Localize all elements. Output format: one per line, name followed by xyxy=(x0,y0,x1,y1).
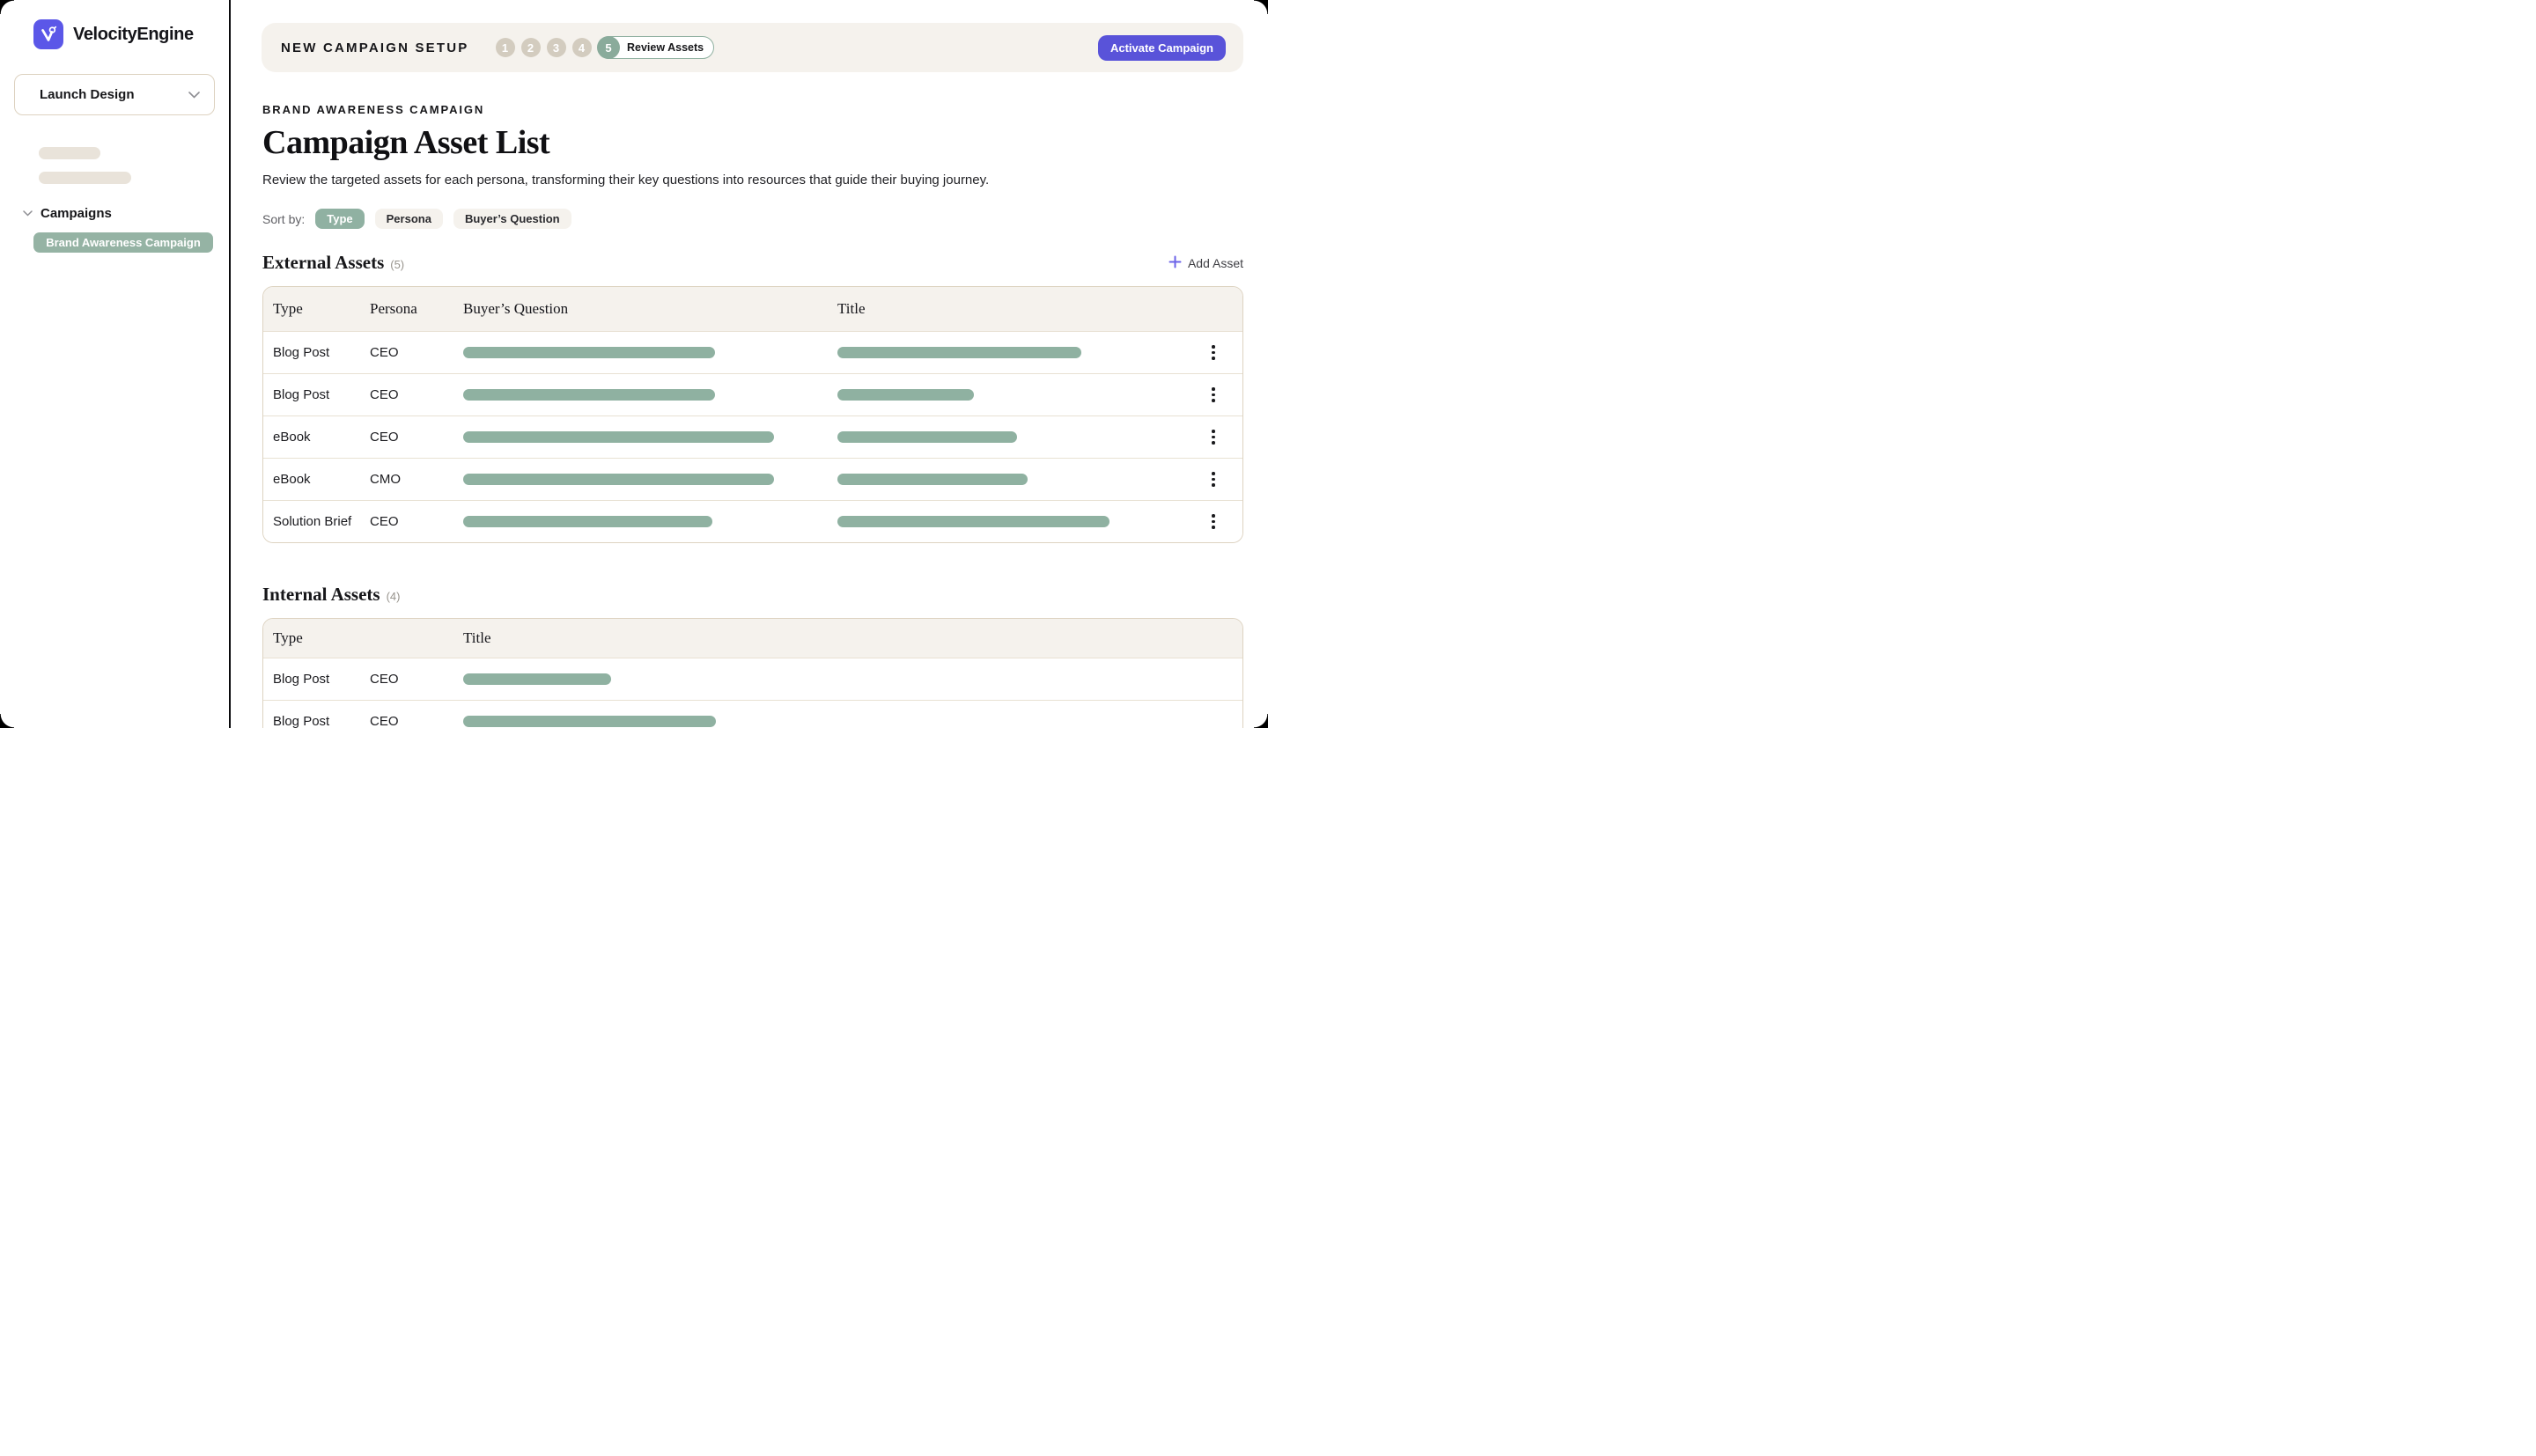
table-row: Solution Brief CEO xyxy=(263,500,1242,542)
table-header-row: Type Title xyxy=(263,619,1242,658)
sort-by-label: Sort by: xyxy=(262,211,306,226)
cell-persona: CEO xyxy=(370,514,399,529)
wizard-step-number: 5 xyxy=(597,36,620,59)
page-description: Review the targeted assets for each pers… xyxy=(262,173,990,188)
wizard-step-3[interactable]: 3 xyxy=(546,38,566,57)
plus-icon xyxy=(1168,255,1182,271)
cell-type: Blog Post xyxy=(273,345,330,360)
cell-type: Blog Post xyxy=(273,672,330,687)
title-placeholder-bar xyxy=(837,431,1017,443)
skeleton-placeholder xyxy=(39,147,100,159)
column-header: Persona xyxy=(370,300,417,317)
buyers-question-placeholder-bar xyxy=(463,474,774,485)
title-placeholder-bar xyxy=(463,716,716,727)
title-placeholder-bar xyxy=(463,673,611,685)
row-actions-kebab-icon[interactable] xyxy=(1205,425,1221,449)
sort-chip-persona[interactable]: Persona xyxy=(374,209,443,229)
column-header: Type xyxy=(273,300,303,317)
velocity-engine-logo-icon xyxy=(33,19,63,49)
campaigns-label: Campaigns xyxy=(41,205,112,221)
wizard-step-4[interactable]: 4 xyxy=(571,38,592,57)
wizard-step-label: Review Assets xyxy=(627,41,704,54)
title-placeholder-bar xyxy=(837,474,1028,485)
buyers-question-placeholder-bar xyxy=(463,431,774,443)
wizard-step-active[interactable]: 5 Review Assets xyxy=(597,36,715,59)
column-header: Type xyxy=(273,629,303,646)
campaign-eyebrow: BRAND AWARENESS CAMPAIGN xyxy=(262,103,485,116)
sidebar-item-brand-awareness-campaign[interactable]: Brand Awareness Campaign xyxy=(33,232,213,253)
skeleton-placeholder xyxy=(39,172,131,184)
activate-campaign-button[interactable]: Activate Campaign xyxy=(1097,34,1226,61)
external-assets-table: Type Persona Buyer’s Question Title Blog Po… xyxy=(262,286,1243,543)
page: { "app": { "name": "VelocityEngine" }, "… xyxy=(0,0,1268,728)
row-actions-kebab-icon[interactable] xyxy=(1205,467,1221,491)
workspace-selector-label: Launch Design xyxy=(40,87,135,102)
page-title: Campaign Asset List xyxy=(262,124,550,161)
external-assets-count: (5) xyxy=(390,258,405,271)
buyers-question-placeholder-bar xyxy=(463,347,715,358)
cell-persona: CEO xyxy=(370,714,399,728)
internal-assets-table: Type Title Blog Post CEO Blog Post CEO xyxy=(262,618,1243,728)
sidebar: VelocityEngine Launch Design Campaigns B… xyxy=(0,0,231,728)
cell-type: Solution Brief xyxy=(273,514,352,529)
app-name: VelocityEngine xyxy=(73,24,194,44)
cell-persona: CEO xyxy=(370,345,399,360)
title-placeholder-bar xyxy=(837,347,1081,358)
cell-persona: CEO xyxy=(370,672,399,687)
chevron-down-icon xyxy=(188,87,200,103)
row-actions-kebab-icon[interactable] xyxy=(1205,383,1221,407)
column-header: Title xyxy=(837,300,866,317)
chevron-down-icon xyxy=(23,205,33,221)
internal-assets-title: Internal Assets xyxy=(262,584,380,605)
cell-type: eBook xyxy=(273,472,311,487)
workspace-selector[interactable]: Launch Design xyxy=(14,74,215,115)
setup-bar-title: NEW CAMPAIGN SETUP xyxy=(281,40,469,55)
row-actions-kebab-icon[interactable] xyxy=(1205,341,1221,364)
external-assets-header: External Assets (5) Add Asset xyxy=(262,252,1243,274)
column-header: Title xyxy=(463,629,491,646)
cell-type: Blog Post xyxy=(273,387,330,402)
cell-persona: CEO xyxy=(370,430,399,445)
sort-controls: Sort by: Type Persona Buyer’s Question xyxy=(262,209,1243,229)
internal-assets-header: Internal Assets (4) xyxy=(262,584,1243,606)
app-logo: VelocityEngine xyxy=(33,19,229,49)
buyers-question-placeholder-bar xyxy=(463,389,715,401)
cell-persona: CEO xyxy=(370,387,399,402)
page-body: BRAND AWARENESS CAMPAIGN Campaign Asset … xyxy=(262,103,1243,728)
buyers-question-placeholder-bar xyxy=(463,516,712,527)
add-asset-button[interactable]: Add Asset xyxy=(1168,255,1243,271)
internal-assets-count: (4) xyxy=(386,590,401,603)
sort-chip-type[interactable]: Type xyxy=(315,209,365,229)
table-header-row: Type Persona Buyer’s Question Title xyxy=(263,287,1242,331)
title-placeholder-bar xyxy=(837,516,1110,527)
row-actions-kebab-icon[interactable] xyxy=(1205,510,1221,533)
column-header: Buyer’s Question xyxy=(463,300,569,317)
cell-persona: CMO xyxy=(370,472,401,487)
sort-chip-buyer-s-question[interactable]: Buyer’s Question xyxy=(453,209,571,229)
table-row: Blog Post CEO xyxy=(263,658,1242,700)
cell-type: eBook xyxy=(273,430,311,445)
wizard-step-1[interactable]: 1 xyxy=(495,38,515,57)
table-row: Blog Post CEO xyxy=(263,700,1242,728)
wizard-step-2[interactable]: 2 xyxy=(520,38,541,57)
sidebar-item-campaigns[interactable]: Campaigns xyxy=(23,205,229,221)
add-asset-label: Add Asset xyxy=(1187,256,1243,270)
table-row: Blog Post CEO xyxy=(263,373,1242,415)
cell-type: Blog Post xyxy=(273,714,330,728)
title-placeholder-bar xyxy=(837,389,974,401)
table-row: eBook CEO xyxy=(263,415,1242,458)
table-row: eBook CMO xyxy=(263,458,1242,500)
external-assets-title: External Assets xyxy=(262,252,385,273)
table-row: Blog Post CEO xyxy=(263,331,1242,373)
